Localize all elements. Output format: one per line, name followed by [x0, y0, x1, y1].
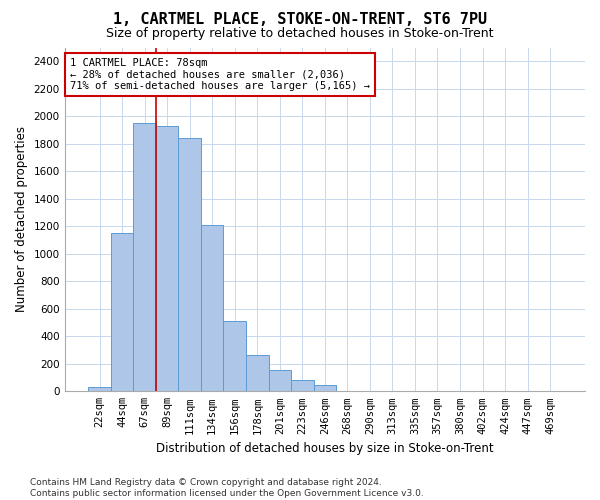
Bar [156, 126, 178, 392]
Bar [111, 233, 133, 392]
Bar [133, 123, 156, 392]
Bar [88, 387, 111, 392]
X-axis label: Distribution of detached houses by size in Stoke-on-Trent: Distribution of detached houses by size … [156, 442, 494, 455]
Text: Size of property relative to detached houses in Stoke-on-Trent: Size of property relative to detached ho… [106, 28, 494, 40]
Text: Contains HM Land Registry data © Crown copyright and database right 2024.
Contai: Contains HM Land Registry data © Crown c… [30, 478, 424, 498]
Bar [314, 385, 336, 392]
Bar [223, 321, 246, 392]
Bar [201, 225, 223, 392]
Bar [178, 138, 201, 392]
Y-axis label: Number of detached properties: Number of detached properties [15, 126, 28, 312]
Bar [291, 380, 314, 392]
Text: 1 CARTMEL PLACE: 78sqm
← 28% of detached houses are smaller (2,036)
71% of semi-: 1 CARTMEL PLACE: 78sqm ← 28% of detached… [70, 58, 370, 91]
Bar [269, 370, 291, 392]
Bar [246, 355, 269, 392]
Text: 1, CARTMEL PLACE, STOKE-ON-TRENT, ST6 7PU: 1, CARTMEL PLACE, STOKE-ON-TRENT, ST6 7P… [113, 12, 487, 28]
